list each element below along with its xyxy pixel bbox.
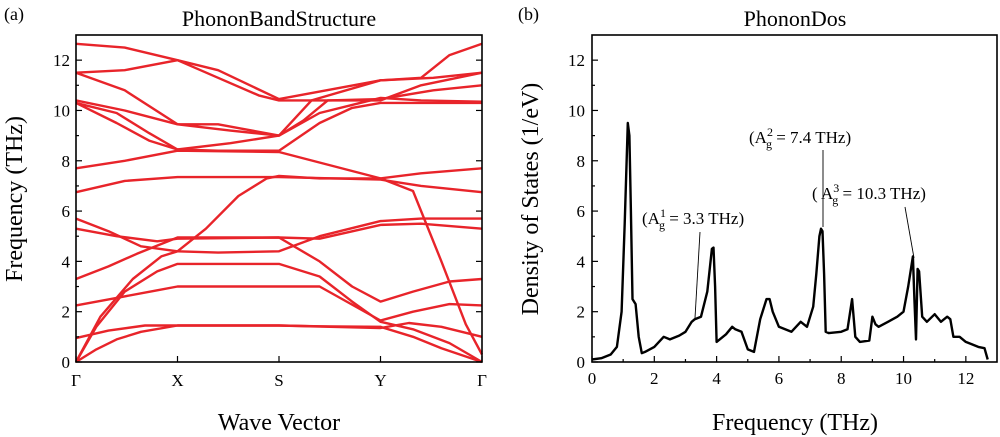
panel-b-title: PhononDos [744, 6, 847, 31]
band-line-8 [75, 217, 482, 254]
band-line-9 [75, 175, 483, 194]
annotation-label-3: ( A3 g = 10.3 THz) [812, 181, 926, 207]
a-ytick-label: 0 [62, 353, 71, 372]
band-line-4 [75, 321, 483, 340]
band-line-15 [75, 59, 483, 102]
b-ytick-label: 2 [577, 303, 586, 322]
panel-a-ticks: 0 2 4 6 8 10 12 Γ X S Y Γ [53, 51, 487, 390]
b-xtick-label: 0 [588, 369, 597, 388]
dos-series-1 [591, 121, 989, 361]
annotation-leader-3 [904, 206, 915, 259]
annotation-label-2: (A2 g = 7.4 THz) [749, 125, 851, 151]
band-line-11 [75, 101, 482, 152]
b-ytick-label: 6 [577, 202, 586, 221]
panel-a-label: (a) [4, 4, 24, 25]
b-xtick-label: 12 [957, 369, 974, 388]
band-line-7 [75, 222, 483, 243]
band-line-3 [74, 174, 484, 363]
annotation-leader-1 [694, 231, 701, 319]
a-xtick-label: Γ [477, 371, 487, 390]
panel-b-xlabel: Frequency (THz) [712, 410, 878, 436]
a-ytick-label: 6 [62, 202, 71, 221]
b-xtick-label: 10 [895, 369, 912, 388]
b-ytick-label: 10 [568, 101, 585, 120]
panel-b-label: (b) [518, 4, 539, 25]
annotation-label-1: (A1 g = 3.3 THz) [642, 206, 744, 232]
band-line-6 [75, 236, 483, 303]
panel-a-xlabel: Wave Vector [218, 410, 340, 436]
b-ytick-label: 0 [577, 353, 586, 372]
panel-a-title: PhononBandStructure [182, 6, 376, 31]
a-xtick-label: Y [374, 371, 386, 390]
panel-a-frame [75, 34, 483, 363]
a-ytick-label: 10 [53, 101, 70, 120]
band-line-13 [75, 84, 483, 137]
b-xtick-label: 2 [650, 369, 659, 388]
dos-line [591, 121, 989, 361]
panel-b-frame [591, 34, 998, 363]
a-xtick-label: S [274, 371, 283, 390]
panel-b-ticks: 0 2 4 6 8 10 12 0 2 4 6 8 10 12 [568, 51, 974, 388]
b-ytick-label: 4 [577, 252, 586, 271]
b-xtick-label: 4 [712, 369, 721, 388]
a-ytick-label: 4 [62, 252, 71, 271]
b-xtick-label: 6 [775, 369, 784, 388]
panel-a: (a) PhononBandStructure Wave Vector Freq… [2, 4, 487, 436]
panel-a-ylabel: Frequency (THz) [2, 116, 28, 282]
panel-b-ylabel: Density of States (1/eV) [518, 83, 544, 316]
a-ytick-label: 8 [62, 152, 71, 171]
band-line-2 [74, 262, 483, 364]
panel-b: (b) PhononDos Frequency (THz) Density of… [518, 4, 998, 436]
band-line-12 [75, 96, 483, 151]
dos-annotations: (A1 g = 3.3 THz) (A2 g = 7.4 THz) ( A3 g = 10… [642, 125, 926, 319]
b-ytick-label: 8 [577, 152, 586, 171]
band-line-16 [75, 42, 483, 101]
a-xtick-label: X [171, 371, 183, 390]
b-ytick-label: 12 [568, 51, 585, 70]
band-lines [74, 42, 484, 364]
a-xtick-label: Γ [71, 371, 81, 390]
a-ytick-label: 12 [53, 51, 70, 70]
band-line-10 [75, 149, 483, 180]
b-xtick-label: 8 [837, 369, 846, 388]
band-line-5 [75, 285, 483, 322]
a-ytick-label: 2 [62, 303, 71, 322]
